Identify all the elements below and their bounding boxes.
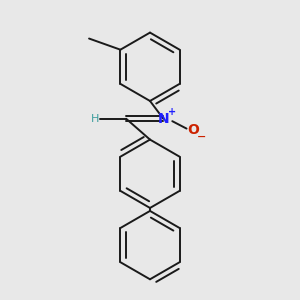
Text: +: + (168, 107, 176, 117)
Text: −: − (197, 132, 206, 142)
Text: N: N (158, 112, 169, 126)
Text: H: H (91, 114, 99, 124)
Text: O: O (187, 123, 199, 137)
